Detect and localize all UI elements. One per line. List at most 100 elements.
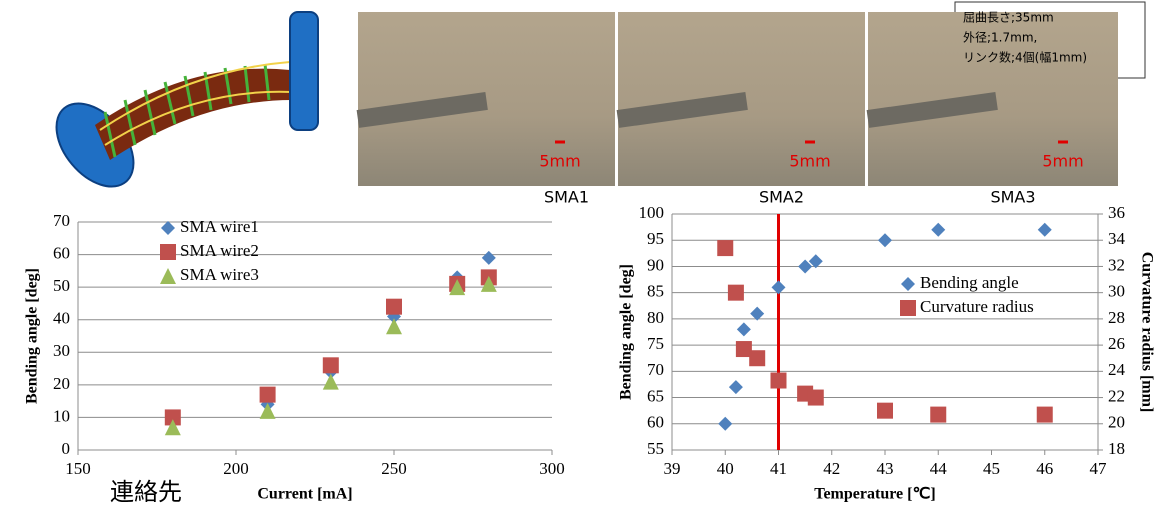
- point: [749, 350, 766, 367]
- point: [164, 419, 181, 436]
- x-tick-label: 250: [381, 459, 407, 478]
- legend-label: SMA wire2: [180, 241, 259, 260]
- point: [931, 222, 946, 237]
- point: [717, 240, 734, 257]
- legend-marker: [161, 221, 175, 235]
- legend-label: Bending angle: [920, 273, 1019, 292]
- photo-label: SMA1: [544, 188, 589, 207]
- y-tick-label: 55: [647, 439, 664, 458]
- point: [1036, 406, 1053, 423]
- scale-label: 5mm: [539, 152, 580, 171]
- y2-tick-label: 34: [1108, 229, 1126, 248]
- photo: [358, 12, 615, 186]
- y-tick-label: 100: [639, 203, 665, 222]
- point: [164, 409, 181, 426]
- info-line: リンク数;4個(幅1mm): [963, 50, 1087, 65]
- legend-marker: [900, 300, 916, 316]
- point: [808, 254, 823, 269]
- x-tick-label: 41: [770, 459, 787, 478]
- x-tick-label: 39: [664, 459, 681, 478]
- x-tick-label: 200: [223, 459, 249, 478]
- y-tick-label: 20: [53, 374, 70, 393]
- y-axis-label: Bending angle [deg]: [24, 268, 41, 404]
- x-tick-label: 47: [1090, 459, 1108, 478]
- point: [771, 280, 786, 295]
- point: [259, 402, 276, 419]
- info-line: 外径;1.7mm,: [963, 31, 1037, 45]
- y-tick-label: 80: [647, 308, 664, 327]
- photo-label: SMA2: [759, 188, 804, 207]
- legend-marker: [160, 268, 176, 284]
- y-tick-label: 40: [53, 309, 70, 328]
- point: [727, 284, 744, 301]
- y-tick-label: 10: [53, 406, 70, 425]
- legend-marker: [160, 244, 176, 260]
- point: [718, 416, 733, 431]
- photo-tool: [866, 92, 998, 128]
- y2-tick-label: 36: [1108, 203, 1125, 222]
- point: [877, 402, 893, 419]
- legend-label: Curvature radius: [920, 297, 1034, 316]
- y-tick-label: 70: [647, 360, 664, 379]
- point: [728, 380, 743, 395]
- x-axis-label: Temperature [℃]: [814, 486, 936, 503]
- x-tick-label: 44: [930, 459, 948, 478]
- y-tick-label: 60: [53, 243, 70, 262]
- y-tick-label: 60: [647, 413, 664, 432]
- device-diagram: [55, 11, 319, 188]
- footer-text: 連絡先: [110, 478, 182, 506]
- point: [770, 372, 787, 389]
- y2-tick-label: 26: [1108, 334, 1125, 353]
- x-axis-label: Current [mA]: [257, 486, 352, 503]
- y-tick-label: 0: [62, 439, 71, 458]
- y-tick-label: 85: [647, 282, 664, 301]
- point: [735, 341, 752, 358]
- point: [750, 306, 765, 321]
- y2-tick-label: 30: [1108, 282, 1125, 301]
- y-tick-label: 75: [647, 334, 664, 353]
- scale-label: 5mm: [789, 152, 830, 171]
- point: [798, 259, 813, 274]
- y-axis-label: Bending angle [deg]: [618, 264, 635, 400]
- x-tick-label: 43: [877, 459, 894, 478]
- photo-tool: [616, 92, 748, 128]
- x-tick-label: 300: [539, 459, 565, 478]
- photo-tool: [356, 92, 488, 128]
- info-line: 屈曲長さ;35mm: [963, 11, 1054, 25]
- point: [386, 318, 402, 335]
- legend-label: SMA wire3: [180, 265, 259, 284]
- point: [322, 373, 339, 390]
- point: [259, 386, 276, 403]
- point: [736, 322, 751, 337]
- x-tick-label: 42: [823, 459, 840, 478]
- legend-marker: [901, 277, 915, 291]
- y2-axis-label: Curvature radius [mm]: [1138, 252, 1155, 413]
- y2-tick-label: 28: [1108, 308, 1125, 327]
- y2-tick-label: 18: [1108, 439, 1125, 458]
- scale-label: 5mm: [1042, 152, 1083, 171]
- point: [1037, 222, 1052, 237]
- y-tick-label: 95: [647, 229, 664, 248]
- photo-label: SMA3: [990, 188, 1035, 207]
- y2-tick-label: 32: [1108, 255, 1125, 274]
- point: [807, 389, 824, 406]
- point: [386, 298, 402, 315]
- y-tick-label: 70: [53, 211, 70, 230]
- legend-label: SMA wire1: [180, 217, 259, 236]
- y2-tick-label: 20: [1108, 413, 1125, 432]
- x-tick-label: 45: [983, 459, 1000, 478]
- point: [480, 275, 497, 292]
- x-tick-label: 150: [65, 459, 91, 478]
- y-tick-label: 30: [53, 341, 70, 360]
- x-tick-label: 40: [717, 459, 734, 478]
- point: [481, 250, 496, 265]
- y-tick-label: 90: [647, 255, 664, 274]
- point: [322, 357, 339, 374]
- point: [930, 406, 947, 423]
- y-tick-label: 50: [53, 276, 70, 295]
- x-tick-label: 46: [1036, 459, 1053, 478]
- point: [878, 233, 892, 248]
- y2-tick-label: 22: [1108, 386, 1125, 405]
- y2-tick-label: 24: [1108, 360, 1126, 379]
